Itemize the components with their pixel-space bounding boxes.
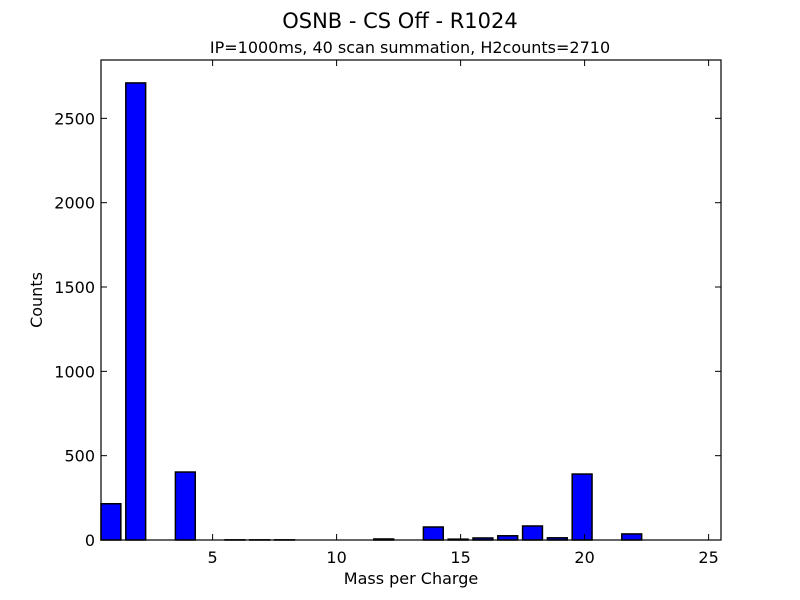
bar-series: [100, 82, 643, 541]
bar: [571, 473, 593, 541]
bar: [521, 525, 544, 541]
y-tick-label: 500: [64, 447, 95, 466]
y-axis-label: Counts: [27, 272, 46, 328]
x-tick-label: 5: [208, 548, 218, 567]
bar: [621, 533, 643, 541]
x-tick-label: 10: [326, 548, 346, 567]
bar: [125, 82, 147, 541]
y-tick-label: 1500: [54, 278, 95, 297]
x-tick-label: 15: [450, 548, 470, 567]
bar: [497, 535, 519, 541]
x-tick-label: 25: [698, 548, 718, 567]
y-tick-label: 1000: [54, 362, 95, 381]
bar: [174, 471, 196, 541]
x-tick-label: 20: [574, 548, 594, 567]
axes-frame: [100, 59, 722, 541]
x-axis-label: Mass per Charge: [344, 569, 478, 588]
y-tick-label: 0: [85, 531, 95, 550]
x-axis-ticks: 5 10 15 20 25: [208, 60, 719, 567]
chart-subtitle: IP=1000ms, 40 scan summation, H2counts=2…: [210, 38, 610, 57]
bar: [422, 526, 444, 541]
bar: [100, 502, 122, 541]
y-axis-ticks: 0 500 1000 1500 2000 2500: [54, 109, 721, 550]
y-tick-label: 2500: [54, 109, 95, 128]
y-tick-label: 2000: [54, 194, 95, 213]
chart-title: OSNB - CS Off - R1024: [282, 9, 518, 33]
